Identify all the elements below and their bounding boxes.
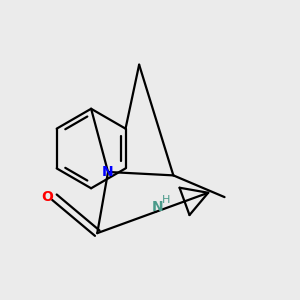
Text: N: N xyxy=(102,165,114,179)
Text: O: O xyxy=(41,190,53,204)
Text: H: H xyxy=(162,194,170,205)
Text: N: N xyxy=(151,200,163,214)
